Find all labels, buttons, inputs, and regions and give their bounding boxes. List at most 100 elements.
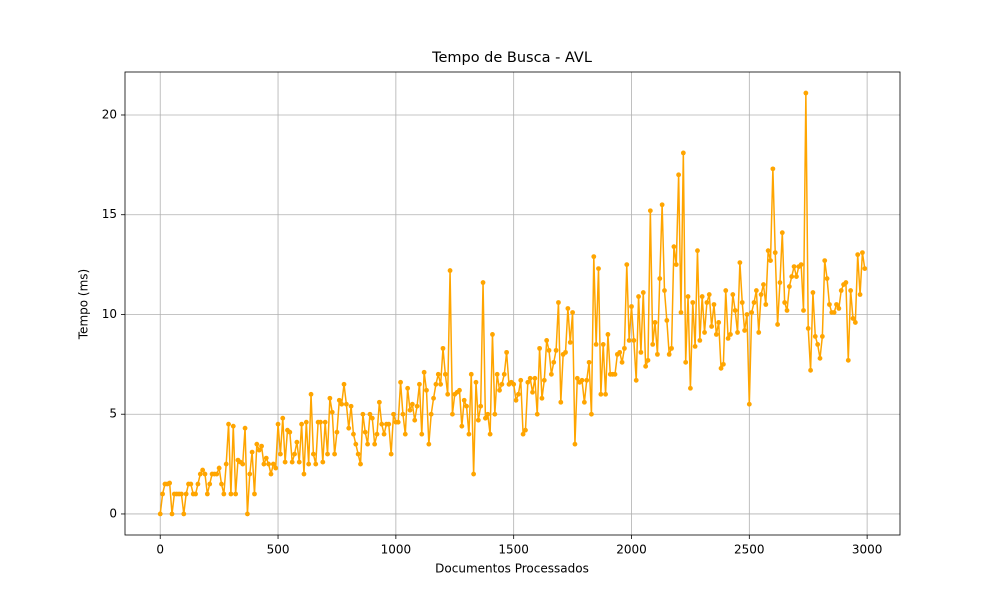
data-point bbox=[739, 300, 745, 305]
y-tick-label: 15 bbox=[102, 207, 117, 221]
data-point bbox=[280, 415, 286, 421]
data-point bbox=[567, 339, 573, 345]
data-point bbox=[226, 421, 231, 427]
data-point bbox=[744, 312, 750, 317]
data-point bbox=[282, 459, 288, 465]
x-tick-label: 1500 bbox=[498, 543, 529, 557]
x-axis-label: Documentos Processados bbox=[435, 562, 589, 576]
data-point bbox=[645, 357, 651, 363]
data-point bbox=[706, 292, 712, 297]
data-point bbox=[245, 511, 250, 517]
data-point bbox=[169, 511, 175, 517]
data-point bbox=[810, 290, 816, 295]
y-tick-label: 0 bbox=[109, 506, 117, 520]
data-point bbox=[725, 336, 731, 341]
data-point bbox=[709, 324, 715, 329]
data-point bbox=[537, 345, 542, 351]
data-point bbox=[261, 461, 267, 467]
data-point bbox=[758, 292, 764, 297]
data-point bbox=[518, 377, 524, 383]
data-point bbox=[664, 318, 670, 323]
data-point bbox=[336, 397, 342, 403]
data-point bbox=[742, 328, 747, 333]
data-point bbox=[183, 491, 189, 497]
data-point bbox=[619, 359, 625, 365]
data-point bbox=[690, 300, 696, 305]
data-point bbox=[157, 511, 163, 517]
data-point bbox=[553, 347, 559, 353]
data-point bbox=[699, 294, 705, 299]
data-point bbox=[431, 395, 436, 401]
data-point bbox=[193, 491, 198, 497]
data-point bbox=[777, 280, 783, 285]
x-tick-label: 3000 bbox=[852, 543, 883, 557]
data-point bbox=[794, 274, 799, 279]
data-point bbox=[728, 332, 733, 337]
data-point bbox=[848, 288, 854, 293]
data-point bbox=[438, 381, 444, 387]
data-point bbox=[270, 461, 276, 467]
data-point bbox=[812, 334, 818, 339]
data-point bbox=[247, 471, 253, 477]
data-point bbox=[313, 461, 319, 467]
data-point bbox=[584, 377, 590, 383]
data-point bbox=[850, 316, 856, 321]
y-tick-label: 20 bbox=[102, 107, 117, 121]
data-point bbox=[763, 302, 769, 307]
data-point bbox=[325, 451, 330, 457]
data-point bbox=[242, 425, 248, 431]
data-point bbox=[579, 377, 585, 383]
data-point bbox=[296, 459, 302, 465]
data-point bbox=[737, 260, 743, 266]
data-point bbox=[200, 467, 206, 473]
data-point bbox=[303, 419, 309, 425]
data-point bbox=[256, 447, 262, 453]
data-point bbox=[388, 451, 394, 457]
data-point bbox=[695, 248, 700, 254]
data-point bbox=[640, 290, 646, 295]
data-point bbox=[624, 262, 630, 268]
data-point bbox=[808, 367, 813, 373]
data-point bbox=[815, 341, 821, 347]
data-point bbox=[424, 387, 429, 393]
data-point bbox=[490, 332, 495, 337]
data-point bbox=[289, 459, 295, 465]
data-line bbox=[159, 93, 866, 515]
data-point bbox=[447, 268, 453, 273]
data-point bbox=[643, 363, 649, 369]
data-point bbox=[475, 417, 481, 423]
data-point bbox=[421, 369, 427, 375]
data-point bbox=[259, 443, 264, 449]
data-point bbox=[782, 300, 788, 305]
data-point bbox=[746, 401, 752, 407]
data-point bbox=[468, 371, 474, 377]
data-point bbox=[716, 320, 722, 325]
data-point bbox=[292, 451, 297, 457]
data-point bbox=[720, 361, 726, 367]
data-point bbox=[442, 371, 448, 377]
data-point bbox=[219, 481, 224, 487]
data-point bbox=[471, 471, 477, 477]
data-point bbox=[306, 461, 312, 467]
data-point bbox=[278, 451, 283, 457]
data-point bbox=[827, 302, 832, 307]
data-point bbox=[629, 304, 634, 309]
data-point bbox=[570, 310, 575, 315]
data-point bbox=[650, 341, 656, 347]
data-point bbox=[341, 381, 347, 387]
data-point bbox=[657, 276, 663, 281]
data-point bbox=[355, 451, 361, 457]
data-point bbox=[636, 294, 641, 299]
x-tick-label: 0 bbox=[156, 543, 164, 557]
data-point bbox=[327, 395, 333, 401]
data-point bbox=[419, 431, 425, 437]
data-point bbox=[339, 401, 345, 407]
data-point bbox=[520, 431, 526, 437]
data-point bbox=[603, 391, 608, 397]
data-point bbox=[310, 451, 316, 457]
data-point bbox=[301, 471, 307, 477]
data-point bbox=[445, 391, 451, 397]
data-point bbox=[593, 341, 599, 347]
data-point bbox=[697, 338, 703, 343]
